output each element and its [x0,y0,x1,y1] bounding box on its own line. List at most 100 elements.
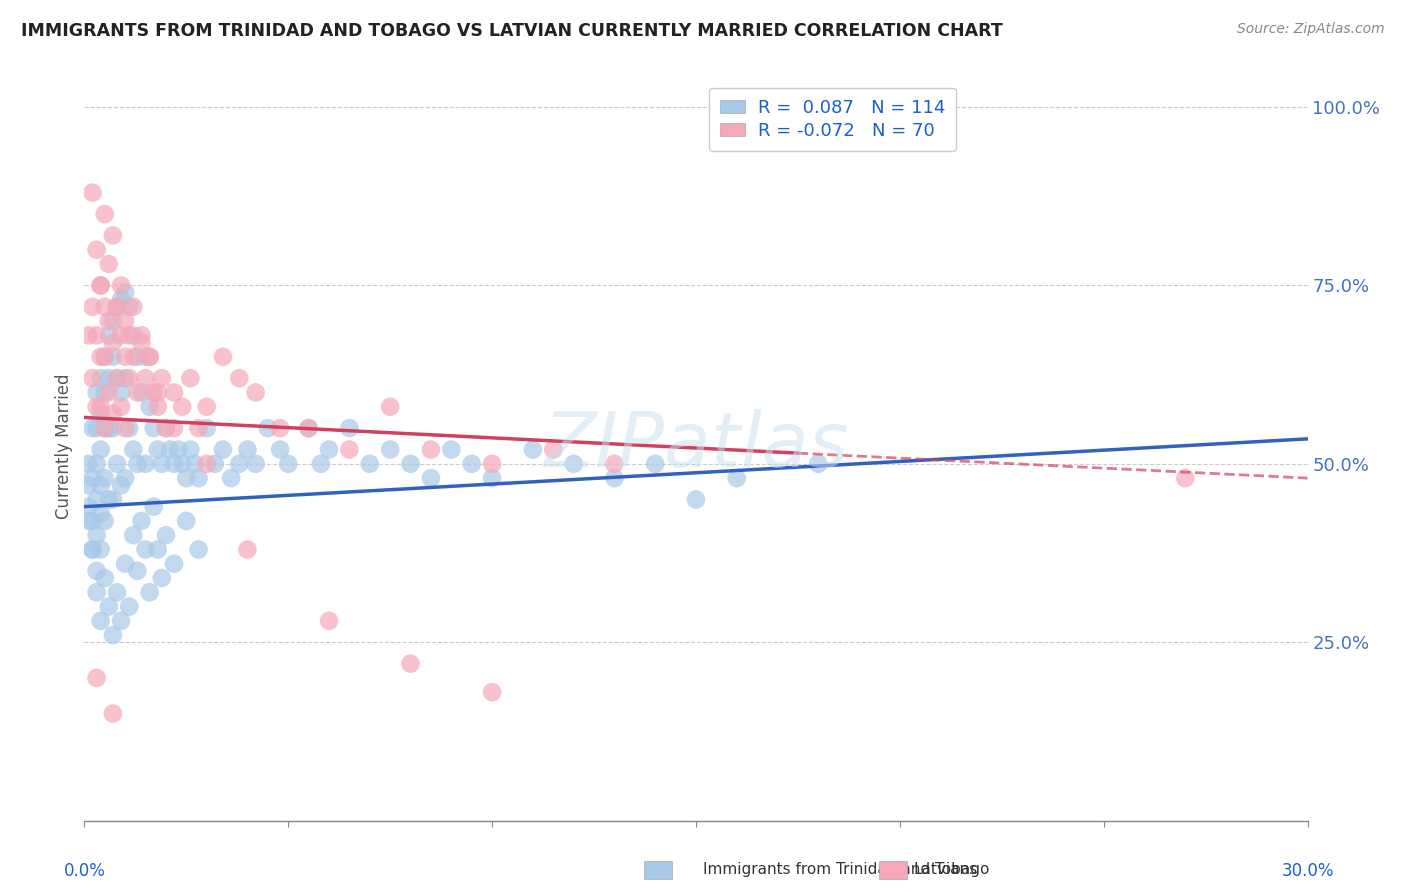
Point [90,614,112,628]
Point [155,421,177,435]
Point [118,599,141,614]
Point [644,457,666,471]
Point [159,442,181,457]
Point [101,335,124,350]
Point [86,400,108,414]
Point [174,514,197,528]
Point [179,371,201,385]
Point [138,585,160,599]
Point [195,457,218,471]
Point [93,421,115,435]
Point [135,350,157,364]
Point [440,442,463,457]
Point [110,385,132,400]
Point [101,407,124,421]
Point [114,285,136,300]
Point [236,442,259,457]
Point [101,421,124,435]
Point [562,457,585,471]
Point [97,385,120,400]
Point [105,300,128,314]
Point [142,385,165,400]
Point [146,442,169,457]
Point [245,457,267,471]
Point [86,564,108,578]
Point [101,228,124,243]
Point [101,628,124,642]
Point [118,371,141,385]
Point [105,371,128,385]
Point [187,471,209,485]
Point [122,300,145,314]
Point [86,671,108,685]
Point [93,471,115,485]
Point [110,293,132,307]
Point [269,442,291,457]
Point [603,457,626,471]
Point [481,685,503,699]
Text: Source: ZipAtlas.com: Source: ZipAtlas.com [1237,22,1385,37]
Point [90,478,112,492]
Point [420,471,443,485]
Point [114,371,136,385]
Point [138,350,160,364]
Point [131,514,153,528]
Point [90,507,112,521]
Point [127,350,149,364]
Point [97,257,120,271]
Point [82,542,104,557]
Point [122,328,145,343]
Point [318,442,340,457]
Point [90,371,112,385]
Point [86,492,108,507]
Point [101,314,124,328]
Point [97,314,120,328]
Text: 30.0%: 30.0% [1281,862,1334,880]
Point [127,457,149,471]
Point [101,706,124,721]
Point [172,457,194,471]
Point [86,528,108,542]
Point [127,385,149,400]
Point [399,457,422,471]
Point [77,457,100,471]
Point [86,585,108,599]
Point [228,371,250,385]
Point [114,557,136,571]
Point [204,457,226,471]
Point [603,471,626,485]
Point [90,278,112,293]
Point [174,471,197,485]
Point [90,442,112,457]
Point [97,371,120,385]
Text: IMMIGRANTS FROM TRINIDAD AND TOBAGO VS LATVIAN CURRENTLY MARRIED CORRELATION CHA: IMMIGRANTS FROM TRINIDAD AND TOBAGO VS L… [21,22,1002,40]
Point [122,350,145,364]
Legend: R =  0.087   N = 114, R = -0.072   N = 70: R = 0.087 N = 114, R = -0.072 N = 70 [709,88,956,151]
Point [380,442,402,457]
Point [118,328,141,343]
Point [163,421,186,435]
Point [138,400,160,414]
Point [93,350,115,364]
Point [90,400,112,414]
Point [298,421,321,435]
Point [90,407,112,421]
Point [146,400,169,414]
Point [245,385,267,400]
Point [82,186,104,200]
Point [380,400,402,414]
Point [93,571,115,585]
Point [135,457,157,471]
Point [163,557,186,571]
Text: 0.0%: 0.0% [63,862,105,880]
Point [93,421,115,435]
Point [183,457,205,471]
Point [172,400,194,414]
Point [269,421,291,435]
Point [127,564,149,578]
Point [118,300,141,314]
Point [131,385,153,400]
Point [86,328,108,343]
Point [135,371,157,385]
Point [114,471,136,485]
